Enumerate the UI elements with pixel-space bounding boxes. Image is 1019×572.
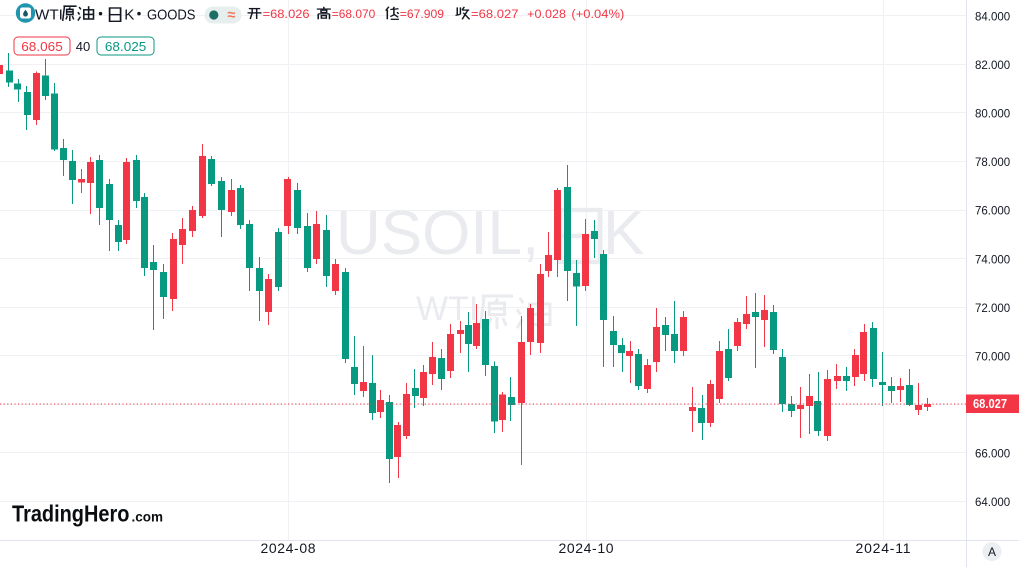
svg-text:68.025: 68.025: [105, 39, 147, 54]
svg-text:70.000: 70.000: [975, 352, 1010, 364]
svg-text:K: K: [603, 199, 644, 268]
svg-text:≈: ≈: [228, 8, 236, 24]
svg-text:66.000: 66.000: [975, 449, 1010, 461]
svg-text:=68.070: =68.070: [332, 7, 376, 21]
svg-text:2024-10: 2024-10: [559, 540, 614, 556]
svg-text:WTI: WTI: [416, 290, 478, 328]
svg-text:2024-08: 2024-08: [261, 540, 316, 556]
svg-text:GOODS: GOODS: [147, 7, 196, 24]
svg-text:78.000: 78.000: [975, 157, 1010, 169]
svg-text:82.000: 82.000: [975, 60, 1010, 72]
svg-text:80.000: 80.000: [975, 109, 1010, 121]
svg-text:76.000: 76.000: [975, 206, 1010, 218]
svg-text:TradingHero: TradingHero: [12, 501, 129, 527]
svg-text:84.000: 84.000: [975, 11, 1010, 23]
svg-text:USOIL,: USOIL,: [336, 199, 539, 268]
svg-text:72.000: 72.000: [975, 303, 1010, 315]
svg-text:=68.027: =68.027: [471, 7, 519, 21]
svg-text:74.000: 74.000: [975, 254, 1010, 266]
svg-text:WTI: WTI: [35, 7, 63, 24]
svg-text:64.000: 64.000: [975, 497, 1010, 509]
svg-text:68.027: 68.027: [973, 397, 1007, 411]
svg-text:.com: .com: [132, 510, 164, 525]
svg-text:40: 40: [76, 39, 90, 54]
svg-text:K: K: [124, 7, 134, 24]
svg-text:A: A: [988, 545, 996, 559]
svg-text:68.065: 68.065: [21, 39, 63, 54]
svg-text:(+0.04%): (+0.04%): [571, 7, 624, 21]
svg-text:2024-11: 2024-11: [856, 540, 911, 556]
svg-text:=67.909: =67.909: [400, 7, 444, 21]
svg-text:+0.028: +0.028: [527, 7, 566, 21]
svg-text:=68.026: =68.026: [263, 7, 310, 21]
